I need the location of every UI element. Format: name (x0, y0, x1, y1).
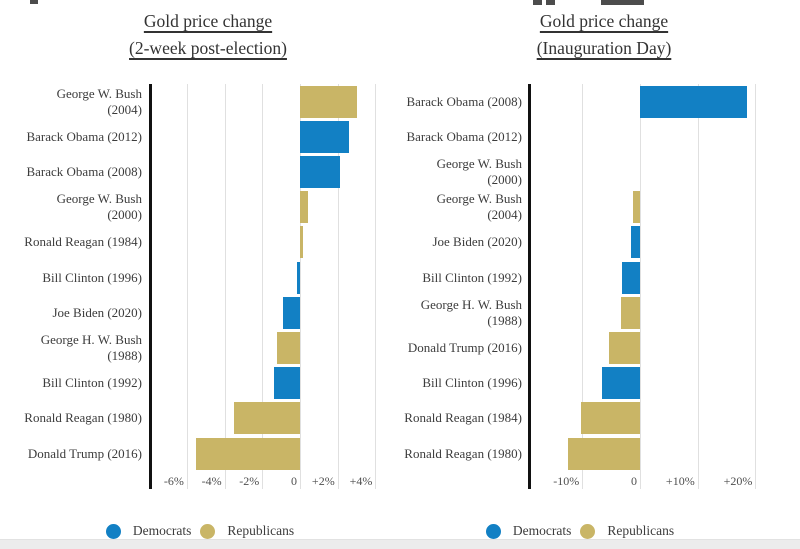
category-label: Barack Obama (2012) (406, 128, 522, 144)
category-label: Bill Clinton (1996) (42, 269, 142, 285)
category-label: George H. W. Bush (1988) (420, 296, 522, 328)
category-label: Barack Obama (2012) (26, 128, 142, 144)
gridline (640, 84, 641, 489)
top-edge-artifact (30, 0, 38, 4)
gridline (186, 84, 188, 489)
bar (601, 367, 640, 400)
bar (196, 437, 300, 470)
bar (277, 331, 300, 364)
legend-dot-republicans-icon (200, 523, 216, 539)
chart-title-line2: (2-week post-election) (129, 38, 287, 58)
category-label: Joe Biden (2020) (432, 234, 522, 250)
axis-tick-label: 0 (291, 474, 297, 488)
legend-item-republicans: Republicans (580, 523, 674, 539)
axis-tick-label: +10% (665, 474, 695, 488)
bar (620, 296, 640, 329)
bar (630, 226, 640, 259)
category-label: Donald Trump (2016) (27, 445, 142, 461)
axis-tick-label: -6% (163, 474, 184, 488)
bar (300, 120, 349, 153)
bar (581, 402, 640, 435)
top-edge-artifact (546, 0, 555, 5)
bar (234, 402, 300, 435)
gridline (224, 84, 226, 489)
axis-tick-label: +20% (723, 474, 753, 488)
bar (300, 191, 308, 224)
axis-tick-label: +2% (311, 474, 335, 488)
category-label: Ronald Reagan (1984) (24, 234, 142, 250)
chart-title: Gold price change (Inauguration Day) (414, 8, 794, 62)
category-label: Joe Biden (2020) (52, 304, 142, 320)
category-label: Bill Clinton (1996) (422, 375, 522, 391)
axis-tick-label: +4% (349, 474, 373, 488)
chart-title: Gold price change (2-week post-election) (18, 8, 398, 62)
bar (300, 226, 303, 259)
axis-tick-label: -2% (239, 474, 260, 488)
category-label: Ronald Reagan (1980) (24, 410, 142, 426)
category-label: George W. Bush (2004) (56, 85, 142, 117)
bar (633, 191, 640, 224)
legend-label-republicans: Republicans (227, 523, 295, 538)
gridline (300, 84, 301, 489)
gridline (262, 84, 264, 489)
legend-item-republicans: Republicans (200, 523, 294, 539)
legend-item-democrats: Democrats (105, 523, 192, 539)
legend-label-democrats: Democrats (132, 523, 192, 538)
bar (608, 331, 640, 364)
bar (640, 85, 748, 118)
category-label: Barack Obama (2008) (26, 163, 142, 179)
gridline (697, 84, 699, 489)
gridline (375, 84, 377, 489)
bar (622, 261, 640, 294)
chart-title-line1: Gold price change (143, 11, 273, 31)
bar (283, 296, 300, 329)
bar (568, 437, 640, 470)
category-label: George W. Bush (2000) (436, 155, 522, 187)
chart-title-line1: Gold price change (539, 11, 669, 31)
category-label: George W. Bush (2000) (56, 191, 142, 223)
category-label: George H. W. Bush (1988) (40, 331, 142, 363)
category-label: George W. Bush (2004) (436, 191, 522, 223)
legend-dot-democrats-icon (485, 523, 501, 539)
bar (300, 85, 357, 118)
y-axis-line (149, 84, 152, 489)
legend-dot-democrats-icon (105, 523, 121, 539)
legend: Democrats Republicans (10, 520, 390, 542)
bottom-strip (0, 539, 800, 549)
gridline (582, 84, 584, 489)
legend-label-republicans: Republicans (607, 523, 675, 538)
axis-tick-label: -10% (553, 474, 580, 488)
bar (273, 367, 300, 400)
bar (297, 261, 300, 294)
y-axis-line (528, 84, 531, 489)
legend: Democrats Republicans (390, 520, 770, 542)
legend-item-democrats: Democrats (485, 523, 572, 539)
top-edge-artifact (601, 0, 644, 5)
legend-dot-republicans-icon (580, 523, 596, 539)
category-label: Ronald Reagan (1980) (404, 445, 522, 461)
chart-title-line2: (Inauguration Day) (536, 38, 672, 58)
category-label: Bill Clinton (1992) (422, 269, 522, 285)
category-label: Donald Trump (2016) (407, 339, 522, 355)
category-label: Ronald Reagan (1984) (404, 410, 522, 426)
gridline (755, 84, 757, 489)
axis-tick-label: 0 (631, 474, 637, 488)
top-edge-artifact (533, 0, 542, 5)
legend-label-democrats: Democrats (512, 523, 572, 538)
axis-tick-label: -4% (201, 474, 222, 488)
category-label: Barack Obama (2008) (406, 93, 522, 109)
gridline (337, 84, 339, 489)
category-label: Bill Clinton (1992) (42, 375, 142, 391)
bar (300, 155, 340, 188)
